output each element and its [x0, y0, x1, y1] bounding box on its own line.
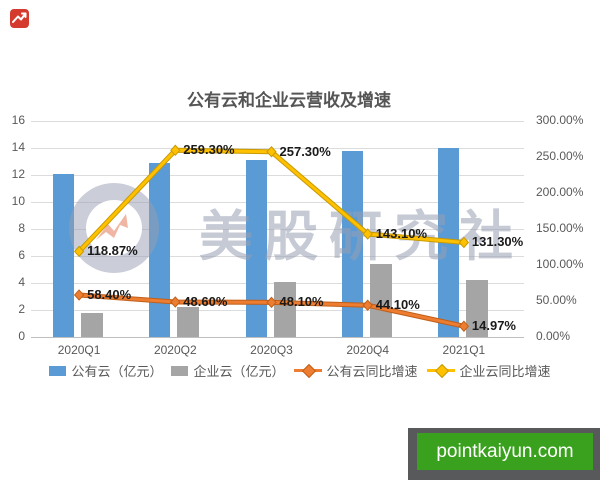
gridline — [31, 337, 524, 338]
right-axis-tick: 150.00% — [536, 221, 584, 235]
watermark-text: 美股研究社 — [199, 207, 524, 267]
marker-企业云同比增速 — [362, 228, 373, 240]
watermark-arrow-icon — [96, 214, 128, 240]
left-axis-tick: 2 — [18, 302, 25, 316]
data-label-企业云同比增速-2020Q1: 118.87% — [87, 243, 138, 259]
legend-label: 公有云（亿元） — [71, 364, 163, 379]
legend-swatch — [49, 365, 67, 376]
bar-企业云（亿元）-2021Q1 — [465, 280, 488, 337]
x-axis-tick: 2020Q1 — [57, 343, 101, 357]
site-badge-label[interactable]: pointkaiyun.com — [417, 433, 593, 470]
legend-line-marker — [293, 363, 322, 379]
marker-公有云同比增速 — [73, 289, 85, 301]
bar-企业云（亿元）-2020Q1 — [81, 312, 104, 337]
gridline — [31, 202, 524, 203]
data-label-企业云同比增速-2021Q1: 131.30% — [471, 234, 524, 250]
right-axis-tick: 100.00% — [536, 257, 584, 271]
bar-企业云（亿元）-2020Q4 — [369, 264, 392, 337]
legend-label: 公有云同比增速 — [326, 364, 418, 379]
bar-公有云（亿元）-2020Q2 — [149, 162, 171, 337]
watermark-ring-inner — [86, 200, 142, 256]
bar-公有云（亿元）-2020Q1 — [53, 173, 75, 337]
gridline — [31, 229, 524, 230]
data-label-公有云同比增速-2021Q1: 14.97% — [471, 318, 516, 334]
left-axis-tick: 12 — [11, 167, 25, 181]
right-axis-tick: 50.00% — [536, 293, 577, 307]
marker-企业云同比增速 — [73, 245, 85, 258]
bar-公有云（亿元）-2020Q3 — [245, 160, 267, 337]
gridline — [31, 256, 524, 257]
data-label-企业云同比增速-2020Q3: 257.30% — [279, 143, 331, 159]
data-label-公有云同比增速-2020Q1: 58.40% — [87, 286, 132, 302]
data-label-公有云同比增速-2020Q4: 44.10% — [375, 297, 420, 313]
left-axis-tick: 4 — [18, 275, 25, 289]
legend-item-公有云同比增速: 公有云同比增速 — [293, 361, 418, 380]
left-axis-tick: 14 — [11, 140, 25, 154]
watermark-ring-logo — [69, 183, 159, 273]
x-axis-tick: 2021Q1 — [442, 343, 486, 357]
marker-公有云同比增速 — [458, 320, 470, 332]
marker-公有云同比增速 — [266, 296, 277, 309]
right-axis-tick: 300.00% — [536, 113, 584, 127]
legend-item-企业云（亿元）: 企业云（亿元） — [171, 361, 285, 380]
gridline — [31, 175, 524, 176]
left-axis-tick: 8 — [18, 221, 25, 235]
data-label-公有云同比增速-2020Q2: 48.60% — [183, 294, 228, 309]
legend-label: 企业云（亿元） — [193, 364, 285, 379]
left-axis-tick: 6 — [18, 248, 25, 262]
data-label-企业云同比增速-2020Q4: 143.10% — [375, 225, 428, 241]
bar-公有云（亿元）-2020Q4 — [341, 150, 363, 337]
data-label-公有云同比增速-2020Q3: 48.10% — [279, 294, 324, 310]
gridline — [31, 121, 524, 122]
left-axis-tick: 0 — [18, 329, 25, 343]
bar-企业云（亿元）-2020Q2 — [177, 307, 200, 337]
marker-公有云同比增速 — [170, 296, 181, 308]
gridline — [31, 148, 524, 149]
left-axis-tick: 16 — [11, 113, 25, 127]
site-badge[interactable]: pointkaiyun.com — [408, 428, 600, 480]
bar-企业云（亿元）-2020Q3 — [273, 281, 296, 337]
right-axis-tick: 250.00% — [536, 149, 584, 163]
chart-title: 公有云和企业云营收及增速 — [187, 91, 391, 110]
x-axis-tick: 2020Q2 — [153, 343, 197, 357]
data-label-企业云同比增速-2020Q2: 259.30% — [183, 142, 235, 158]
marker-企业云同比增速 — [458, 236, 470, 249]
marker-企业云同比增速 — [266, 145, 277, 158]
marker-公有云同比增速 — [362, 299, 373, 311]
legend-label: 企业云同比增速 — [459, 364, 551, 379]
right-axis-tick: 0.00% — [536, 329, 571, 343]
legend-item-公有云（亿元）: 公有云（亿元） — [49, 361, 162, 380]
chart-legend: 公有云（亿元） 企业云（亿元） 公有云同比增速 企业云同比增速 — [0, 361, 600, 380]
legend-item-企业云同比增速: 企业云同比增速 — [426, 361, 551, 380]
x-axis-tick: 2020Q3 — [250, 343, 293, 357]
x-axis-tick: 2020Q4 — [346, 343, 390, 357]
legend-line-marker — [426, 363, 455, 379]
left-axis-tick: 10 — [11, 194, 25, 208]
brand-logo-icon — [10, 9, 29, 28]
right-axis-tick: 200.00% — [536, 185, 584, 199]
legend-swatch — [171, 365, 189, 376]
marker-企业云同比增速 — [170, 144, 181, 157]
